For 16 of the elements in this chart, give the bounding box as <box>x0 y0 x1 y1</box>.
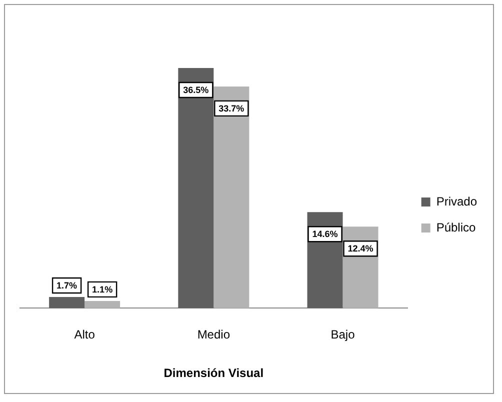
x-tick-label: Medio <box>197 328 230 342</box>
legend-label: Público <box>436 220 476 234</box>
data-label: 36.5% <box>183 85 209 96</box>
x-tick-label: Bajo <box>330 328 356 342</box>
bar <box>178 68 214 308</box>
bar <box>84 300 120 308</box>
data-label: 33.7% <box>218 103 244 114</box>
x-tick-label: Alto <box>74 328 96 342</box>
data-label: 14.6% <box>312 229 338 240</box>
legend-label: Privado <box>436 194 478 208</box>
bar <box>214 86 250 308</box>
x-axis-title: Dimensión Visual <box>164 366 264 380</box>
data-label: 1.1% <box>92 284 113 294</box>
bar <box>49 297 85 308</box>
data-label: 1.7% <box>56 280 78 290</box>
data-label: 12.4% <box>348 244 374 254</box>
